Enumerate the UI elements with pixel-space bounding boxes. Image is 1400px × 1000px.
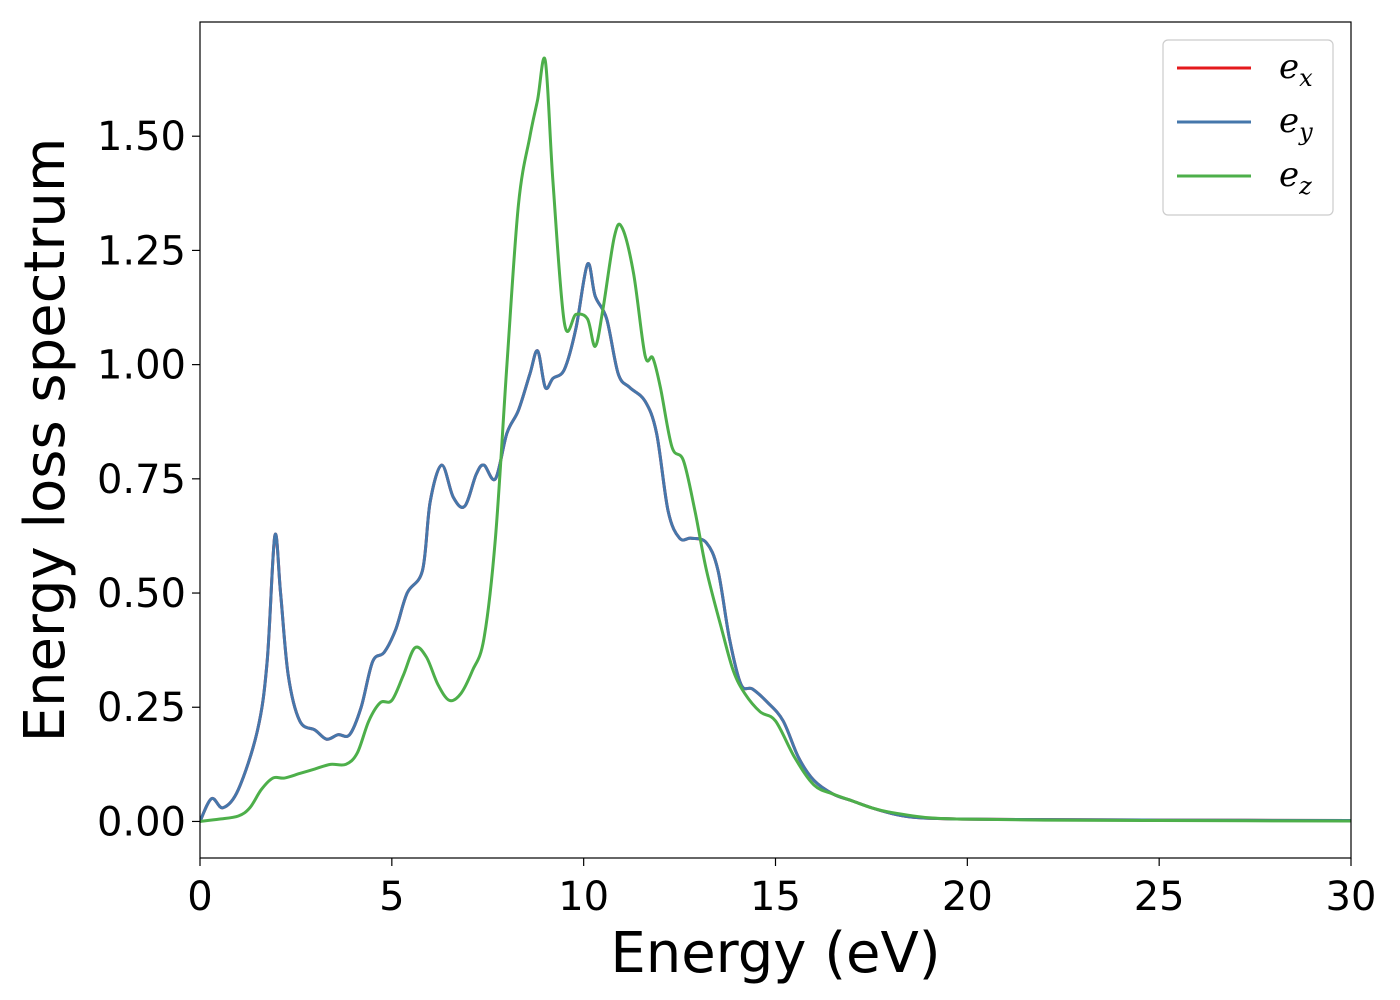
x-tick-label: 10 [558, 874, 609, 920]
y-tick-label: 0.25 [97, 685, 186, 731]
legend-label: ez [1279, 155, 1312, 200]
legend: ex ey ez [1162, 39, 1334, 216]
x-tick-label: 25 [1134, 874, 1185, 920]
y-tick-label: 1.00 [97, 343, 186, 389]
legend-label: ey [1279, 101, 1313, 146]
y-axis-label: Energy loss spectrum [13, 138, 78, 743]
series-line-e-z [200, 56, 1351, 823]
x-tick-label: 5 [379, 874, 404, 920]
x-axis-label: Energy (eV) [610, 921, 940, 986]
series-line-e-y [200, 262, 1351, 823]
y-tick-label: 0.00 [97, 799, 186, 845]
x-tick-label: 0 [187, 874, 212, 920]
y-tick-label: 1.25 [97, 228, 186, 274]
x-tick-label: 30 [1326, 874, 1377, 920]
x-axis: 0 5 10 15 20 25 30 [187, 858, 1376, 920]
legend-box [1162, 39, 1334, 216]
y-tick-label: 0.75 [97, 457, 186, 503]
legend-label: ex [1279, 47, 1313, 92]
series-layer [200, 56, 1351, 823]
y-axis: 0.00 0.25 0.50 0.75 1.00 1.25 1.50 [97, 114, 200, 845]
x-tick-label: 20 [942, 874, 993, 920]
series-line-e-x [200, 262, 1351, 823]
y-tick-label: 0.50 [97, 571, 186, 617]
y-tick-label: 1.50 [97, 114, 186, 160]
x-tick-label: 15 [750, 874, 801, 920]
